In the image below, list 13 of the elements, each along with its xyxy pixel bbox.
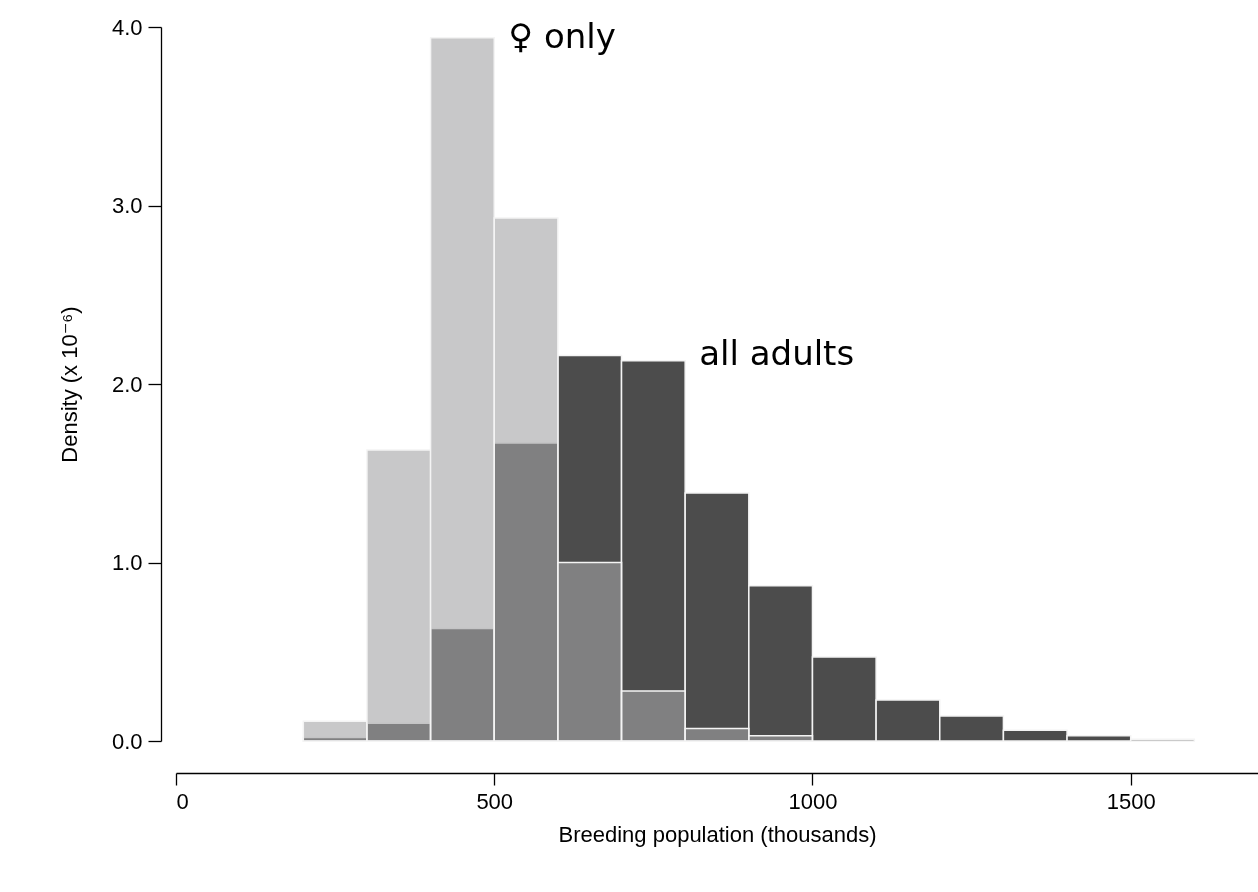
y-tick-label: 3.0 [111,193,143,218]
y-axis-title: Density (x 10⁻⁶) [56,306,82,463]
y-tick-label: 2.0 [111,371,143,397]
y-tick-label: 0.0 [111,728,143,754]
y-tick-label: 1.0 [111,550,143,575]
y-tick-label: 4.0 [111,14,143,40]
x-axis-title: Breeding population (thousands) [558,821,877,847]
x-tick-label: 1500 [1106,788,1156,814]
x-tick-label: 1000 [788,788,838,814]
x-tick-label: 500 [476,788,514,814]
x-tick-label: 0 [176,788,189,814]
series-label: ♀ only [508,15,616,56]
series-label: all adults [699,333,855,374]
